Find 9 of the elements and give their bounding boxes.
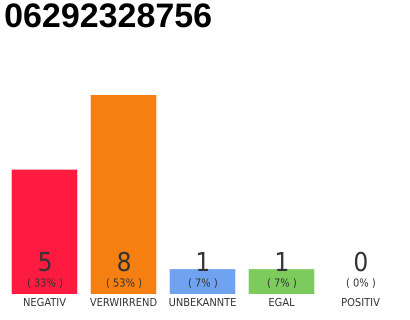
x-tick-label: VERWIRREND <box>90 296 158 309</box>
chart-title: 06292328756 <box>4 0 212 35</box>
data-label: 5 ( 33% ) <box>27 248 64 290</box>
x-tick-label: POSITIV <box>341 296 380 309</box>
x-tick-label: UNBEKANNTE <box>168 296 236 309</box>
x-tick-label: EGAL <box>268 296 296 309</box>
data-label: 0 ( 0% ) <box>346 248 376 290</box>
x-tick-label: NEGATIV <box>23 296 66 309</box>
data-label: 8 ( 53% ) <box>106 248 142 290</box>
